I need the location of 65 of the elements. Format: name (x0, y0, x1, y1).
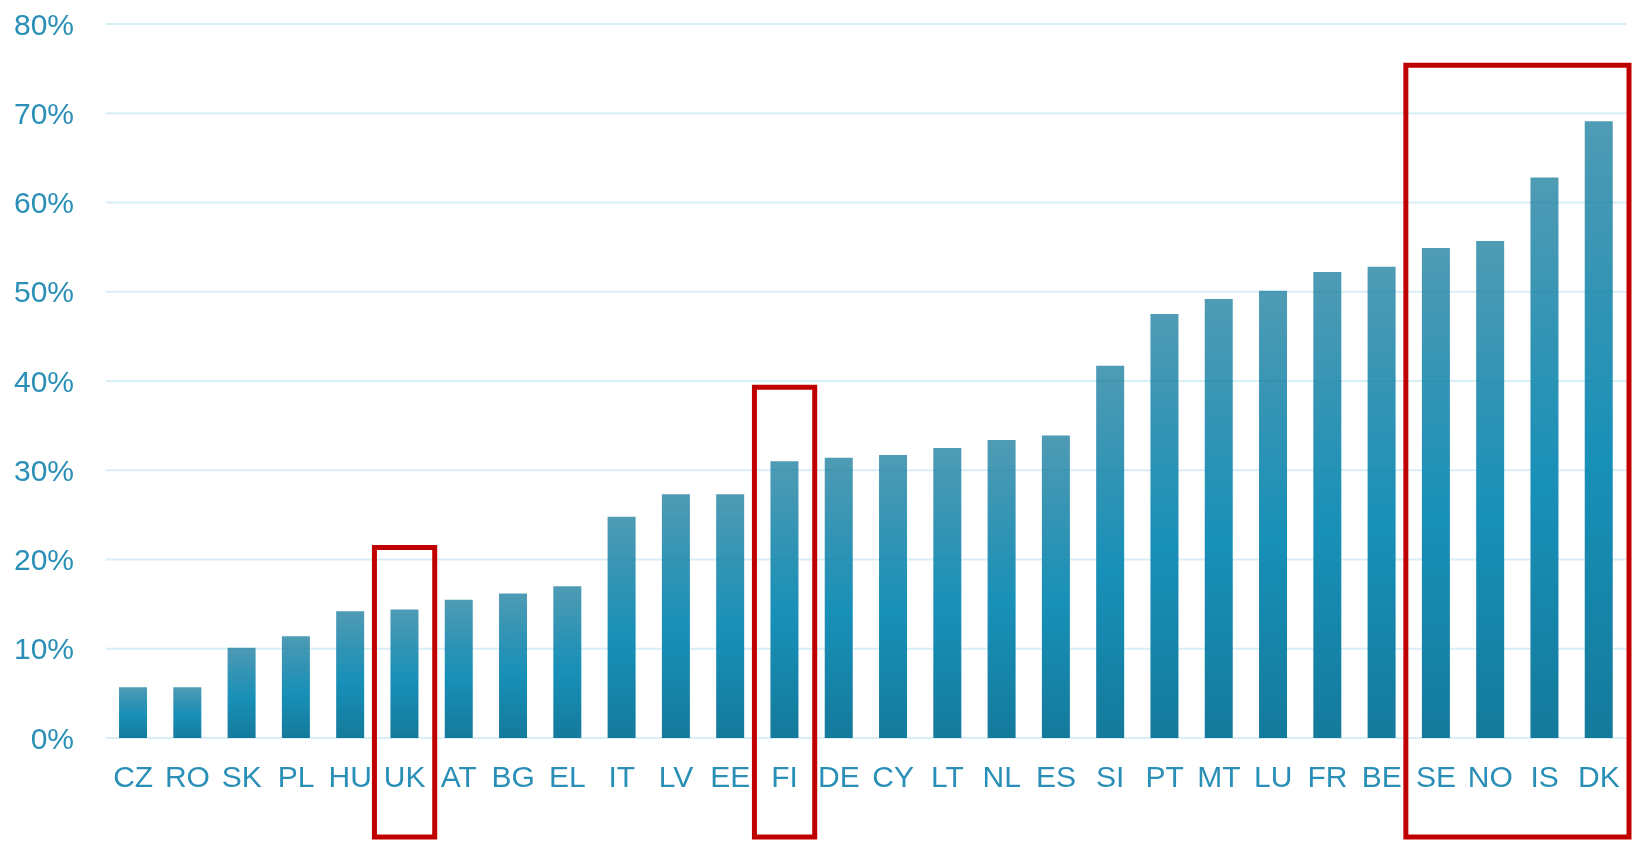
y-tick-label: 50% (13, 275, 74, 309)
bar (553, 586, 582, 738)
x-tick-label: RO (164, 760, 210, 794)
bar (824, 457, 853, 738)
x-tick-label: AT (440, 760, 477, 794)
bar (716, 494, 745, 738)
y-tick-label: 60% (13, 186, 74, 220)
x-tick-label: PT (1145, 760, 1184, 794)
bar (770, 461, 799, 738)
x-tick-label: PL (277, 760, 315, 794)
bar (444, 599, 473, 738)
bar (281, 636, 310, 738)
x-tick-label: CY (872, 760, 914, 794)
x-tick-label: LV (658, 760, 694, 794)
x-tick-label: SE (1415, 760, 1457, 794)
x-tick-label: BG (491, 760, 535, 794)
x-tick-label: BE (1361, 760, 1402, 794)
bar (879, 455, 908, 738)
x-tick-label: HU (328, 760, 372, 794)
bar (390, 609, 419, 738)
bar (1476, 240, 1505, 738)
x-tick-label: LU (1253, 760, 1293, 794)
y-tick-label: 30% (13, 453, 74, 487)
bar (1313, 272, 1342, 738)
bar (661, 494, 690, 738)
bar (336, 611, 365, 738)
x-tick-label: IS (1530, 760, 1559, 794)
bar (607, 516, 636, 738)
bar (1096, 365, 1125, 738)
bar (119, 687, 148, 738)
y-tick-label: 80% (13, 7, 74, 41)
bar (227, 647, 256, 738)
bar (1041, 435, 1070, 738)
x-tick-label: SK (221, 760, 262, 794)
bar (499, 593, 528, 738)
bar (1204, 298, 1233, 738)
bar (1530, 177, 1559, 738)
x-tick-label: MT (1197, 760, 1241, 794)
x-tick-label: UK (383, 760, 426, 794)
bar (173, 687, 202, 738)
bar (1150, 314, 1179, 738)
y-tick-label: 70% (13, 96, 74, 130)
y-tick-label: 10% (13, 632, 74, 666)
x-tick-label: FI (771, 760, 798, 794)
y-tick-label: 20% (13, 543, 74, 577)
x-tick-label: CZ (113, 760, 154, 794)
x-tick-label: DE (818, 760, 860, 794)
x-tick-label: NL (982, 760, 1021, 794)
x-tick-label: IT (608, 760, 636, 794)
x-tick-label: DK (1578, 760, 1620, 794)
x-tick-label: NO (1467, 760, 1513, 794)
x-tick-label: LT (931, 760, 964, 794)
bar (1421, 248, 1450, 738)
x-tick-label: EE (710, 760, 751, 794)
bar (1367, 266, 1396, 738)
bar (1584, 121, 1613, 738)
bar (933, 447, 962, 738)
x-tick-label: EL (549, 760, 586, 794)
x-tick-label: SI (1096, 760, 1125, 794)
y-tick-label: 40% (13, 364, 74, 398)
y-tick-label: 0% (30, 721, 74, 755)
x-tick-label: ES (1035, 760, 1077, 794)
bar (987, 439, 1016, 738)
x-tick-label: FR (1307, 760, 1348, 794)
bar (1259, 290, 1288, 738)
